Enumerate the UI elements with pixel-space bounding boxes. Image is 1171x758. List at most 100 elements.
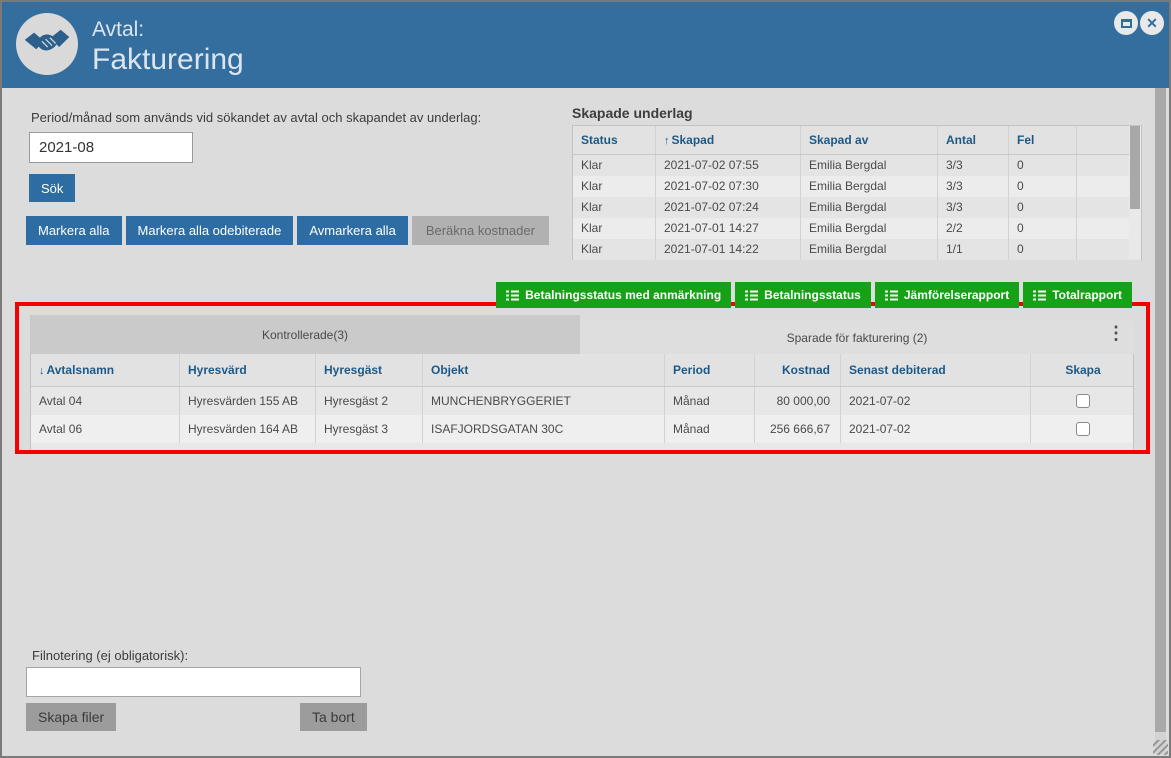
cell-status: Klar bbox=[573, 155, 656, 176]
jamforelserapport-button[interactable]: Jämförelserapport bbox=[874, 282, 1020, 308]
cell-skapad: 2021-07-01 14:22 bbox=[656, 239, 801, 260]
cell-skapa bbox=[1031, 415, 1135, 443]
berakna-kostnader-button[interactable]: Beräkna kostnader bbox=[411, 216, 549, 245]
column-header-avtalsnamn[interactable]: ↓ Avtalsnamn bbox=[31, 354, 180, 386]
cell-skapad: 2021-07-01 14:27 bbox=[656, 218, 801, 239]
totalrapport-button[interactable]: Totalrapport bbox=[1023, 282, 1132, 308]
table-row[interactable]: Avtal 06 Hyresvärden 164 AB Hyresgäst 3 … bbox=[31, 415, 1133, 443]
table-row[interactable]: Klar 2021-07-02 07:30 Emilia Bergdal 3/3… bbox=[573, 176, 1141, 197]
sok-button[interactable]: Sök bbox=[29, 174, 76, 202]
app-title-line2: Fakturering bbox=[92, 43, 244, 76]
skapade-underlag-table: Status ↑ Skapad Skapad av Antal Fel Klar … bbox=[572, 125, 1142, 260]
cell-skapad: 2021-07-02 07:30 bbox=[656, 176, 801, 197]
avmarkera-alla-button[interactable]: Avmarkera alla bbox=[297, 216, 408, 245]
column-header-hyresvard[interactable]: Hyresvärd bbox=[180, 354, 316, 386]
sort-desc-icon: ↓ bbox=[39, 365, 45, 377]
table-row[interactable]: Klar 2021-07-01 14:22 Emilia Bergdal 1/1… bbox=[573, 239, 1141, 260]
report-icon bbox=[506, 290, 520, 300]
report-icon bbox=[745, 290, 759, 300]
selection-toolbar: Markera alla Markera alla odebiterade Av… bbox=[26, 216, 549, 245]
report-toolbar: Betalningsstatus med anmärkning Betalnin… bbox=[496, 282, 1132, 308]
markera-alla-button[interactable]: Markera alla bbox=[26, 216, 122, 245]
skapa-filer-button[interactable]: Skapa filer bbox=[26, 703, 117, 731]
maximize-icon bbox=[1120, 18, 1132, 28]
cell-status: Klar bbox=[573, 239, 656, 260]
table-row[interactable]: Klar 2021-07-02 07:55 Emilia Bergdal 3/3… bbox=[573, 155, 1141, 176]
cell-hyresgast: Hyresgäst 3 bbox=[316, 415, 423, 443]
kebab-menu-icon[interactable]: ⋮ bbox=[1107, 323, 1125, 343]
column-header-kostnad[interactable]: Kostnad bbox=[755, 354, 841, 386]
cell-skapad: 2021-07-02 07:24 bbox=[656, 197, 801, 218]
maximize-button[interactable] bbox=[1114, 11, 1138, 35]
close-icon: ✕ bbox=[1146, 14, 1158, 31]
betalningsstatus-button[interactable]: Betalningsstatus bbox=[735, 282, 871, 308]
cell-antal: 3/3 bbox=[938, 155, 1009, 176]
skapa-checkbox[interactable] bbox=[1076, 394, 1090, 408]
contracts-header-row: ↓ Avtalsnamn Hyresvärd Hyresgäst Objekt P… bbox=[31, 354, 1133, 387]
cell-skapad-av: Emilia Bergdal bbox=[801, 239, 938, 260]
app-header: Avtal: Fakturering ✕ bbox=[2, 2, 1169, 88]
cell-antal: 1/1 bbox=[938, 239, 1009, 260]
page-title: Avtal: Fakturering bbox=[92, 17, 244, 77]
cell-skapad-av: Emilia Bergdal bbox=[801, 218, 938, 239]
skapade-underlag-header-row: Status ↑ Skapad Skapad av Antal Fel bbox=[573, 126, 1141, 155]
cell-objekt: ISAFJORDSGATAN 30C bbox=[423, 415, 665, 443]
skapa-checkbox[interactable] bbox=[1076, 422, 1090, 436]
tab-sparade-for-fakturering[interactable]: Sparade för fakturering (2) bbox=[580, 321, 1134, 354]
column-header-skapad-av[interactable]: Skapad av bbox=[801, 126, 938, 154]
app-title-line1: Avtal: bbox=[92, 18, 145, 41]
table-row[interactable]: Klar 2021-07-02 07:24 Emilia Bergdal 3/3… bbox=[573, 197, 1141, 218]
cell-fel: 0 bbox=[1009, 197, 1077, 218]
page-scrollbar-thumb[interactable] bbox=[1155, 88, 1166, 732]
column-header-senast-debiterad[interactable]: Senast debiterad bbox=[841, 354, 1031, 386]
cell-kostnad: 256 666,67 bbox=[755, 415, 841, 443]
resize-grip-icon[interactable] bbox=[1153, 740, 1168, 755]
column-header-skapad[interactable]: ↑ Skapad bbox=[656, 126, 801, 154]
cell-fel: 0 bbox=[1009, 176, 1077, 197]
cell-period: Månad bbox=[665, 415, 755, 443]
column-header-hyresgast[interactable]: Hyresgäst bbox=[316, 354, 423, 386]
cell-avtalsnamn: Avtal 06 bbox=[31, 415, 180, 443]
table-footer-strip bbox=[31, 443, 1133, 450]
cell-hyresgast: Hyresgäst 2 bbox=[316, 387, 423, 415]
betalningsstatus-med-anmarkning-button[interactable]: Betalningsstatus med anmärkning bbox=[496, 282, 732, 308]
cell-skapad-av: Emilia Bergdal bbox=[801, 176, 938, 197]
column-header-skapa[interactable]: Skapa bbox=[1065, 362, 1101, 377]
cell-skapad-av: Emilia Bergdal bbox=[801, 197, 938, 218]
column-header-period[interactable]: Period bbox=[665, 354, 755, 386]
report-icon bbox=[1033, 290, 1047, 300]
cell-status: Klar bbox=[573, 176, 656, 197]
scrollbar-thumb[interactable] bbox=[1130, 126, 1140, 209]
app-logo bbox=[16, 13, 78, 75]
cell-senast-debiterad: 2021-07-02 bbox=[841, 387, 1031, 415]
column-header-fel[interactable]: Fel bbox=[1009, 126, 1077, 154]
cell-fel: 0 bbox=[1009, 155, 1077, 176]
handshake-icon bbox=[24, 25, 70, 64]
cell-skapad: 2021-07-02 07:55 bbox=[656, 155, 801, 176]
column-header-status[interactable]: Status bbox=[573, 126, 656, 154]
period-input[interactable] bbox=[29, 132, 193, 163]
close-button[interactable]: ✕ bbox=[1140, 11, 1164, 35]
tab-kontrollerade[interactable]: Kontrollerade(3) bbox=[30, 315, 580, 354]
cell-kostnad: 80 000,00 bbox=[755, 387, 841, 415]
table-scrollbar[interactable] bbox=[1129, 126, 1141, 259]
markera-alla-odebiterade-button[interactable]: Markera alla odebiterade bbox=[125, 216, 294, 245]
cell-skapa bbox=[1031, 387, 1135, 415]
cell-skapad-av: Emilia Bergdal bbox=[801, 155, 938, 176]
cell-antal: 3/3 bbox=[938, 197, 1009, 218]
cell-status: Klar bbox=[573, 218, 656, 239]
table-row[interactable]: Klar 2021-07-01 14:27 Emilia Bergdal 2/2… bbox=[573, 218, 1141, 239]
ta-bort-button[interactable]: Ta bort bbox=[300, 703, 367, 731]
column-header-antal[interactable]: Antal bbox=[938, 126, 1009, 154]
skapade-underlag-title: Skapade underlag bbox=[572, 105, 693, 121]
cell-senast-debiterad: 2021-07-02 bbox=[841, 415, 1031, 443]
cell-avtalsnamn: Avtal 04 bbox=[31, 387, 180, 415]
column-header-objekt[interactable]: Objekt bbox=[423, 354, 665, 386]
page-scrollbar[interactable] bbox=[1155, 88, 1166, 754]
sort-asc-icon: ↑ bbox=[664, 135, 670, 147]
filnotering-label: Filnotering (ej obligatorisk): bbox=[32, 648, 189, 663]
report-icon bbox=[884, 290, 898, 300]
filnotering-input[interactable] bbox=[26, 667, 361, 697]
table-row[interactable]: Avtal 04 Hyresvärden 155 AB Hyresgäst 2 … bbox=[31, 387, 1133, 415]
